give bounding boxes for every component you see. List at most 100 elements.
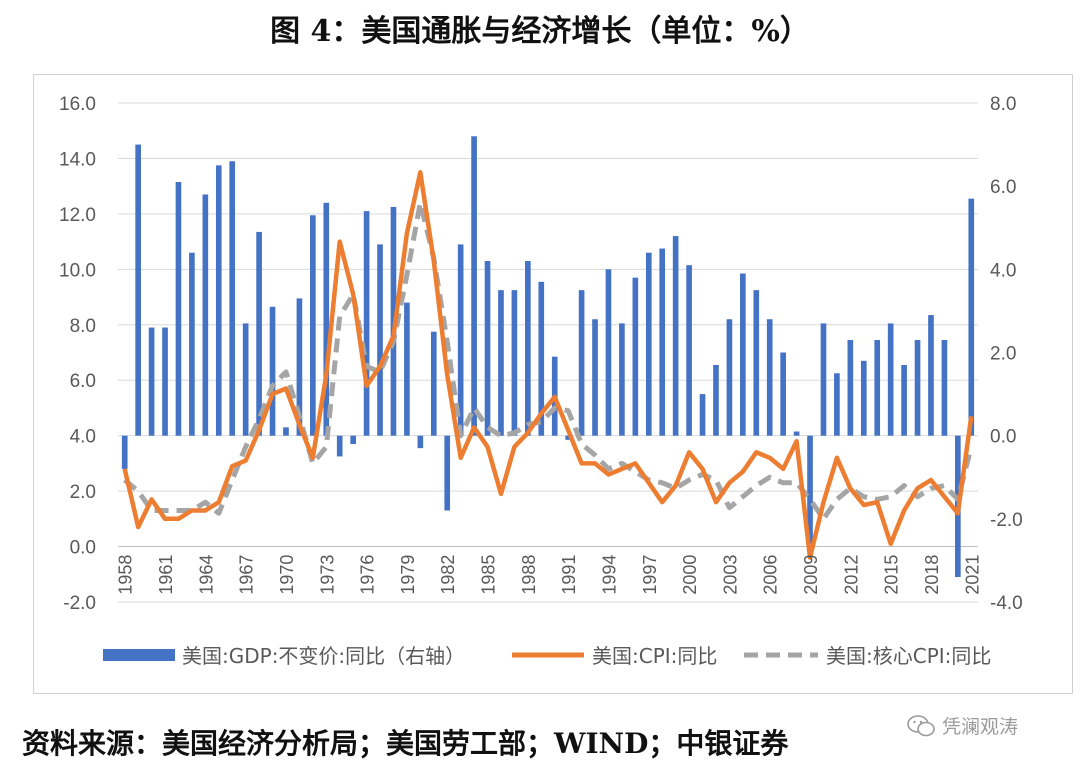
gdp-bar: [753, 290, 760, 436]
right-tick-label: 6.0: [990, 177, 1016, 198]
gdp-bar: [780, 352, 786, 436]
gdp-bar: [498, 290, 504, 436]
x-tick-label: 1976: [358, 555, 378, 595]
gdp-bar: [928, 315, 934, 436]
x-tick-label: 2021: [962, 555, 982, 595]
gdp-bar: [726, 319, 733, 436]
x-tick-label: 1970: [277, 555, 297, 595]
gdp-bar: [121, 435, 128, 469]
gdp-bar: [874, 340, 881, 436]
x-tick-label: 1991: [559, 555, 579, 595]
gdp-bar: [901, 364, 907, 436]
cpi-lines: [122, 170, 974, 560]
chart-frame: [33, 74, 1073, 694]
gdp-bar: [336, 435, 343, 457]
gdp-bar: [686, 265, 692, 436]
gdp-bar: [148, 327, 155, 436]
right-tick-label: 8.0: [990, 94, 1016, 115]
gdp-bar: [525, 261, 531, 436]
gdp-bar: [404, 302, 410, 436]
legend-core-label: 美国:核心CPI:同比: [826, 644, 991, 668]
x-tick-label: 1961: [156, 555, 176, 595]
gdp-bar: [820, 323, 827, 436]
wechat-icon: [907, 714, 935, 736]
gdp-bar: [363, 211, 370, 436]
gdp-bar: [887, 323, 894, 436]
left-tick-label: 16.0: [59, 94, 96, 115]
gdp-bar: [605, 269, 612, 436]
x-tick-label: 1994: [599, 555, 619, 595]
gdp-bar: [350, 435, 356, 444]
gdp-bar: [659, 248, 666, 436]
x-tick-label: 1985: [479, 555, 499, 595]
gdp-bar: [457, 244, 464, 436]
gdp-bar: [578, 290, 585, 436]
legend-gdp-label: 美国:GDP:不变价:同比（右轴）: [182, 644, 465, 668]
x-tick-label: 1982: [438, 555, 458, 595]
left-axis-ticks: -2.0 0.0 2.0 4.0 6.0 8.0 10.0 12.0 14.0 16.0: [59, 94, 96, 614]
x-tick-label: 2018: [922, 555, 942, 595]
gdp-bar: [619, 323, 625, 436]
left-tick-label: 6.0: [70, 371, 96, 392]
x-tick-label: 1988: [519, 555, 539, 595]
gdp-bar: [377, 244, 383, 436]
gdp-bar: [269, 306, 276, 436]
right-tick-label: 2.0: [990, 344, 1016, 365]
gdp-bar: [941, 340, 948, 436]
gdp-bar: [202, 194, 209, 436]
gdp-bar: [283, 427, 289, 436]
gdp-bar: [175, 182, 182, 436]
gdp-bar: [793, 431, 800, 436]
gdp-bar: [511, 290, 518, 436]
left-tick-label: 12.0: [59, 205, 96, 226]
left-tick-label: 14.0: [59, 149, 96, 170]
watermark: 凭澜观涛: [906, 712, 1018, 739]
gdp-bar: [713, 364, 719, 436]
watermark-text: 凭澜观涛: [942, 716, 1019, 738]
x-tick-label: 2000: [680, 555, 700, 595]
left-tick-label: 0.0: [70, 538, 96, 559]
x-tick-label: 1973: [317, 555, 337, 595]
x-tick-label: 2012: [841, 555, 861, 595]
right-tick-label: -2.0: [990, 510, 1023, 531]
x-tick-label: 1958: [116, 555, 136, 595]
x-tick-label: 1979: [398, 555, 418, 595]
gdp-bar: [740, 273, 746, 436]
gdp-bar: [632, 277, 639, 436]
gdp-bar: [135, 144, 141, 436]
gdp-bar: [699, 394, 706, 436]
left-tick-label: 10.0: [59, 260, 96, 281]
x-tick-label: 2009: [801, 555, 821, 595]
gdp-bar: [968, 198, 975, 436]
gdp-bar: [538, 281, 545, 436]
gdp-bar: [323, 202, 330, 436]
gdp-bar: [592, 319, 598, 436]
gdp-bar: [417, 435, 424, 449]
gdp-bar: [645, 252, 652, 436]
chart-title: 图 4：美国通胀与经济增长（单位：%）: [270, 14, 810, 49]
core-cpi-line: [123, 200, 974, 522]
gdp-bar: [444, 435, 451, 511]
x-axis-ticks: 1958 1961 1964 1967 1970 1973 1976 1979 1982 1985…: [116, 555, 983, 595]
gdp-bar: [256, 231, 262, 436]
x-tick-label: 1967: [237, 555, 257, 595]
gdp-bar: [484, 261, 491, 436]
right-tick-label: -4.0: [990, 593, 1023, 614]
gdp-bar: [807, 435, 813, 544]
gdp-bar: [860, 360, 867, 436]
right-axis-ticks: -4.0 -2.0 0.0 2.0 4.0 6.0 8.0: [990, 94, 1023, 614]
left-tick-label: 8.0: [70, 316, 96, 337]
source-note: 资料来源：美国经济分析局；美国劳工部；WIND；中银证券: [22, 727, 789, 760]
gdp-bar: [847, 340, 854, 436]
gdp-bar: [565, 435, 571, 440]
gdp-bar: [766, 319, 773, 436]
x-tick-label: 2003: [720, 555, 740, 595]
gdp-bar: [471, 136, 477, 436]
left-tick-label: -2.0: [63, 593, 96, 614]
gdp-bar: [310, 215, 316, 436]
x-tick-label: 1964: [196, 555, 216, 595]
right-tick-label: 4.0: [990, 260, 1016, 281]
legend: 美国:GDP:不变价:同比（右轴） 美国:CPI:同比 美国:核心CPI:同比: [103, 644, 991, 668]
gdp-bar: [430, 331, 437, 436]
